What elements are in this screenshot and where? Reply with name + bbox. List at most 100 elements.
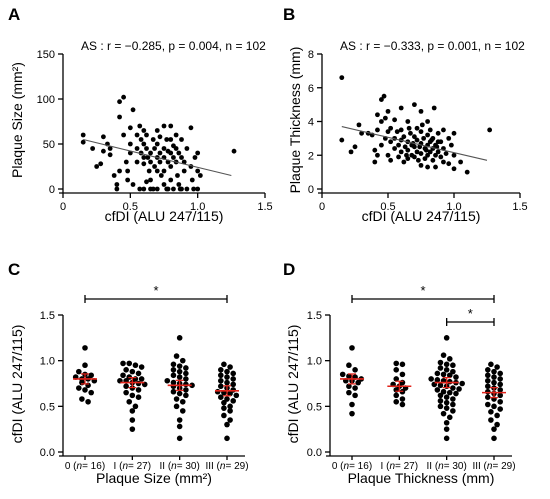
- data-point: [146, 168, 152, 174]
- data-point: [189, 382, 195, 389]
- y-tick-label: 0: [308, 184, 314, 196]
- data-point: [448, 142, 454, 148]
- data-point: [433, 164, 438, 170]
- data-point: [154, 168, 160, 174]
- group-label: I (n= 27): [114, 461, 152, 472]
- data-point: [443, 361, 450, 368]
- data-point: [443, 405, 450, 411]
- data-point: [170, 367, 177, 373]
- data-point: [176, 390, 183, 397]
- data-point: [221, 405, 227, 411]
- data-point: [161, 123, 167, 129]
- data-point: [450, 362, 456, 369]
- data-point: [494, 364, 500, 370]
- data-point: [488, 361, 494, 368]
- data-point: [157, 134, 163, 140]
- data-point: [375, 152, 380, 158]
- data-point: [446, 135, 452, 141]
- data-point: [218, 394, 224, 401]
- data-point: [80, 132, 86, 138]
- data-point: [221, 412, 227, 419]
- panel-d-plaque-thickness-groups: 0.00.51.01.50 (n= 16) I (n= 27) II (n= 30)…: [285, 283, 516, 486]
- panel-letter-a: A: [8, 5, 20, 24]
- data-point: [339, 137, 345, 143]
- data-point: [189, 177, 195, 183]
- data-point: [459, 380, 465, 387]
- data-point: [184, 146, 190, 151]
- data-point: [491, 374, 497, 380]
- data-point: [129, 408, 136, 414]
- data-point: [446, 356, 453, 362]
- data-point: [107, 152, 113, 158]
- data-point: [485, 388, 491, 395]
- data-point: [82, 345, 88, 351]
- data-point: [381, 93, 387, 99]
- data-point: [154, 186, 160, 192]
- data-point: [348, 149, 354, 155]
- data-point: [425, 164, 430, 170]
- data-point: [141, 128, 147, 133]
- data-point: [427, 127, 433, 133]
- data-point: [379, 119, 384, 124]
- data-point: [437, 382, 444, 389]
- data-point: [388, 125, 394, 131]
- x-tick-label: 0: [319, 201, 325, 213]
- group-open-paren: (: [165, 461, 172, 472]
- data-point: [440, 410, 447, 417]
- data-point: [227, 364, 233, 370]
- data-point: [168, 164, 174, 169]
- data-point: [399, 361, 406, 368]
- group-n-value: = 27: [395, 461, 415, 472]
- group-n-value: = 29: [225, 461, 245, 472]
- data-point: [414, 125, 420, 131]
- data-point: [218, 377, 224, 384]
- correlation-annotation: AS : r = −0.285, p = 0.004, n = 102: [81, 39, 266, 53]
- data-point: [443, 426, 450, 432]
- data-point: [134, 132, 140, 138]
- data-point: [129, 392, 136, 399]
- y-tick-label: 2: [308, 150, 314, 162]
- data-point: [349, 410, 355, 417]
- group-open-paren: (: [383, 461, 390, 472]
- data-point: [90, 146, 96, 151]
- x-tick-label: 1.0: [446, 201, 461, 213]
- y-tick-label: 100: [37, 94, 55, 106]
- panel-a-plaque-size-scatter: 0 50 100 150 0 0.5 1.0 1.5 cfDI (ALU 247/115) Pla…: [9, 39, 273, 224]
- data-point: [429, 137, 434, 143]
- data-point: [494, 421, 500, 428]
- data-point: [435, 149, 441, 155]
- data-point: [125, 168, 131, 174]
- data-point: [418, 151, 424, 156]
- correlation-annotation: AS : r = −0.333, p = 0.001, n = 102: [340, 39, 525, 53]
- data-point: [224, 435, 230, 442]
- panel-letter-c: C: [8, 260, 20, 279]
- data-point: [137, 186, 143, 192]
- data-point: [183, 376, 189, 382]
- data-point: [224, 396, 230, 402]
- data-point: [425, 152, 430, 158]
- data-point: [399, 371, 406, 378]
- data-point: [224, 421, 230, 428]
- data-point: [428, 376, 434, 382]
- x-tick-label: 0.5: [380, 201, 395, 213]
- data-point: [135, 370, 142, 377]
- data-point: [443, 394, 450, 401]
- group-n-value: = 16: [82, 461, 102, 472]
- data-point: [437, 359, 444, 366]
- data-point: [441, 159, 446, 165]
- data-point: [126, 360, 133, 367]
- data-point: [396, 154, 401, 160]
- data-point: [177, 186, 183, 192]
- data-point: [129, 368, 136, 375]
- data-point: [98, 161, 104, 167]
- data-point: [450, 385, 456, 391]
- data-point: [443, 399, 450, 406]
- data-point: [184, 186, 190, 192]
- data-point: [230, 370, 236, 377]
- y-axis-title: cfDI (ALU 247/115): [285, 325, 301, 444]
- data-point: [150, 137, 156, 142]
- data-point: [157, 150, 163, 156]
- data-point: [485, 377, 491, 384]
- data-point: [85, 398, 91, 405]
- group-n-label: n: [487, 461, 493, 472]
